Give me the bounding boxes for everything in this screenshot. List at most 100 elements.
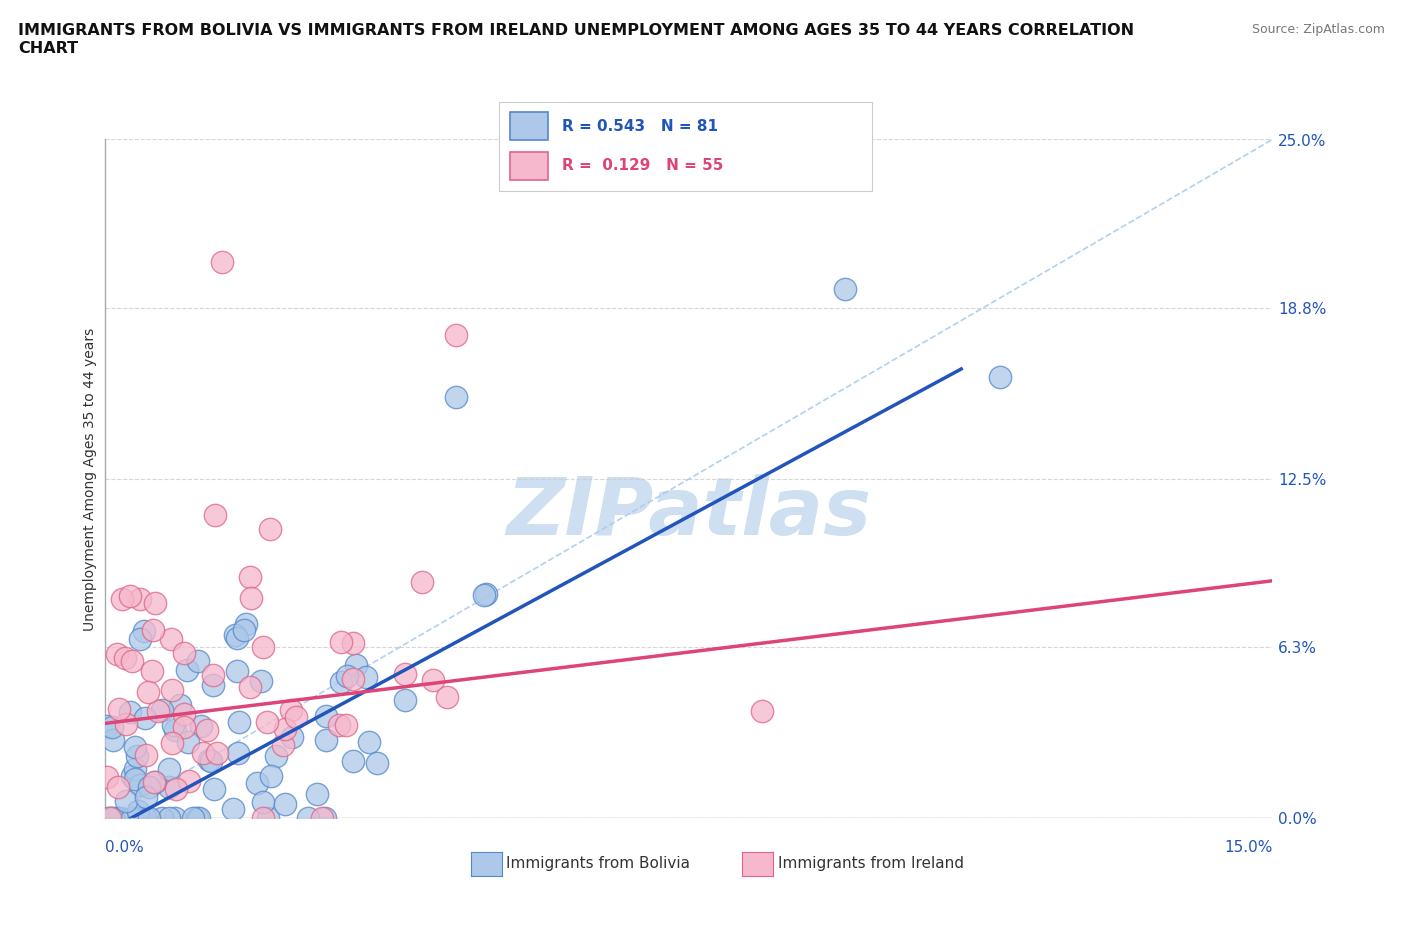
Point [475,587,498,602]
Point [111,591,134,606]
Point [169,698,191,712]
Point [134,711,156,725]
Point [188,811,211,826]
Point [134,624,156,639]
Point [96,718,118,733]
Point [138,684,160,699]
Point [103,811,125,826]
Point [256,714,278,729]
Text: Source: ZipAtlas.com: Source: ZipAtlas.com [1251,23,1385,36]
Point [297,811,319,826]
Point [145,596,167,611]
Point [121,654,143,669]
Point [273,722,295,737]
Point [240,591,263,605]
Point [159,631,181,646]
FancyBboxPatch shape [510,112,547,140]
Point [121,768,143,783]
Point [176,735,198,750]
Point [121,811,143,826]
Point [260,768,283,783]
Point [179,773,201,788]
Point [202,782,225,797]
Point [124,772,146,787]
Point [162,718,184,733]
Point [107,811,129,826]
Point [100,811,122,826]
Point [330,674,353,689]
Point [257,811,280,826]
Point [239,569,262,584]
Point [211,254,233,269]
Point [252,640,274,655]
Point [315,733,337,748]
Point [186,811,208,826]
Point [115,793,138,808]
Point [271,738,294,753]
Point [114,717,136,732]
Point [226,663,249,678]
Point [342,671,364,686]
Point [142,623,165,638]
Point [336,669,359,684]
Point [314,811,336,826]
Point [252,794,274,809]
Point [129,631,152,646]
Text: R =  0.129   N = 55: R = 0.129 N = 55 [562,158,724,173]
Point [259,522,281,537]
Point [200,753,222,768]
Point [235,617,257,631]
Point [135,790,157,804]
Point [96,770,118,785]
Point [118,705,141,720]
Point [273,796,295,811]
Point [307,787,329,802]
Point [143,775,166,790]
Point [97,811,120,826]
Point [394,667,416,682]
Text: R = 0.543   N = 81: R = 0.543 N = 81 [562,119,718,134]
Point [98,811,121,826]
Point [264,749,287,764]
Point [134,811,156,826]
Point [105,811,128,826]
Point [114,650,136,665]
Point [181,811,204,826]
Point [366,755,388,770]
Point [141,663,163,678]
Point [226,631,249,646]
Point [129,777,152,792]
Point [148,704,170,719]
Point [160,683,183,698]
Y-axis label: Unemployment Among Ages 35 to 44 years: Unemployment Among Ages 35 to 44 years [83,327,97,631]
Point [129,591,152,606]
Point [357,735,380,750]
Point [411,575,433,590]
Point [228,714,250,729]
Point [239,679,262,694]
Point [163,811,186,826]
Point [311,811,333,826]
Point [163,723,186,737]
Point [988,369,1011,384]
FancyBboxPatch shape [510,152,547,180]
Point [344,658,367,672]
Point [198,752,221,767]
Point [284,710,307,724]
Point [187,653,209,668]
Point [124,740,146,755]
Point [222,802,245,817]
Point [751,703,773,718]
Point [138,811,160,826]
Point [329,634,352,649]
Point [101,733,124,748]
Point [157,779,180,794]
Point [101,720,124,735]
Point [252,811,274,826]
Point [162,736,184,751]
Point [138,779,160,794]
Point [342,635,364,650]
Point [157,762,180,777]
Point [202,667,225,682]
Point [472,587,495,602]
